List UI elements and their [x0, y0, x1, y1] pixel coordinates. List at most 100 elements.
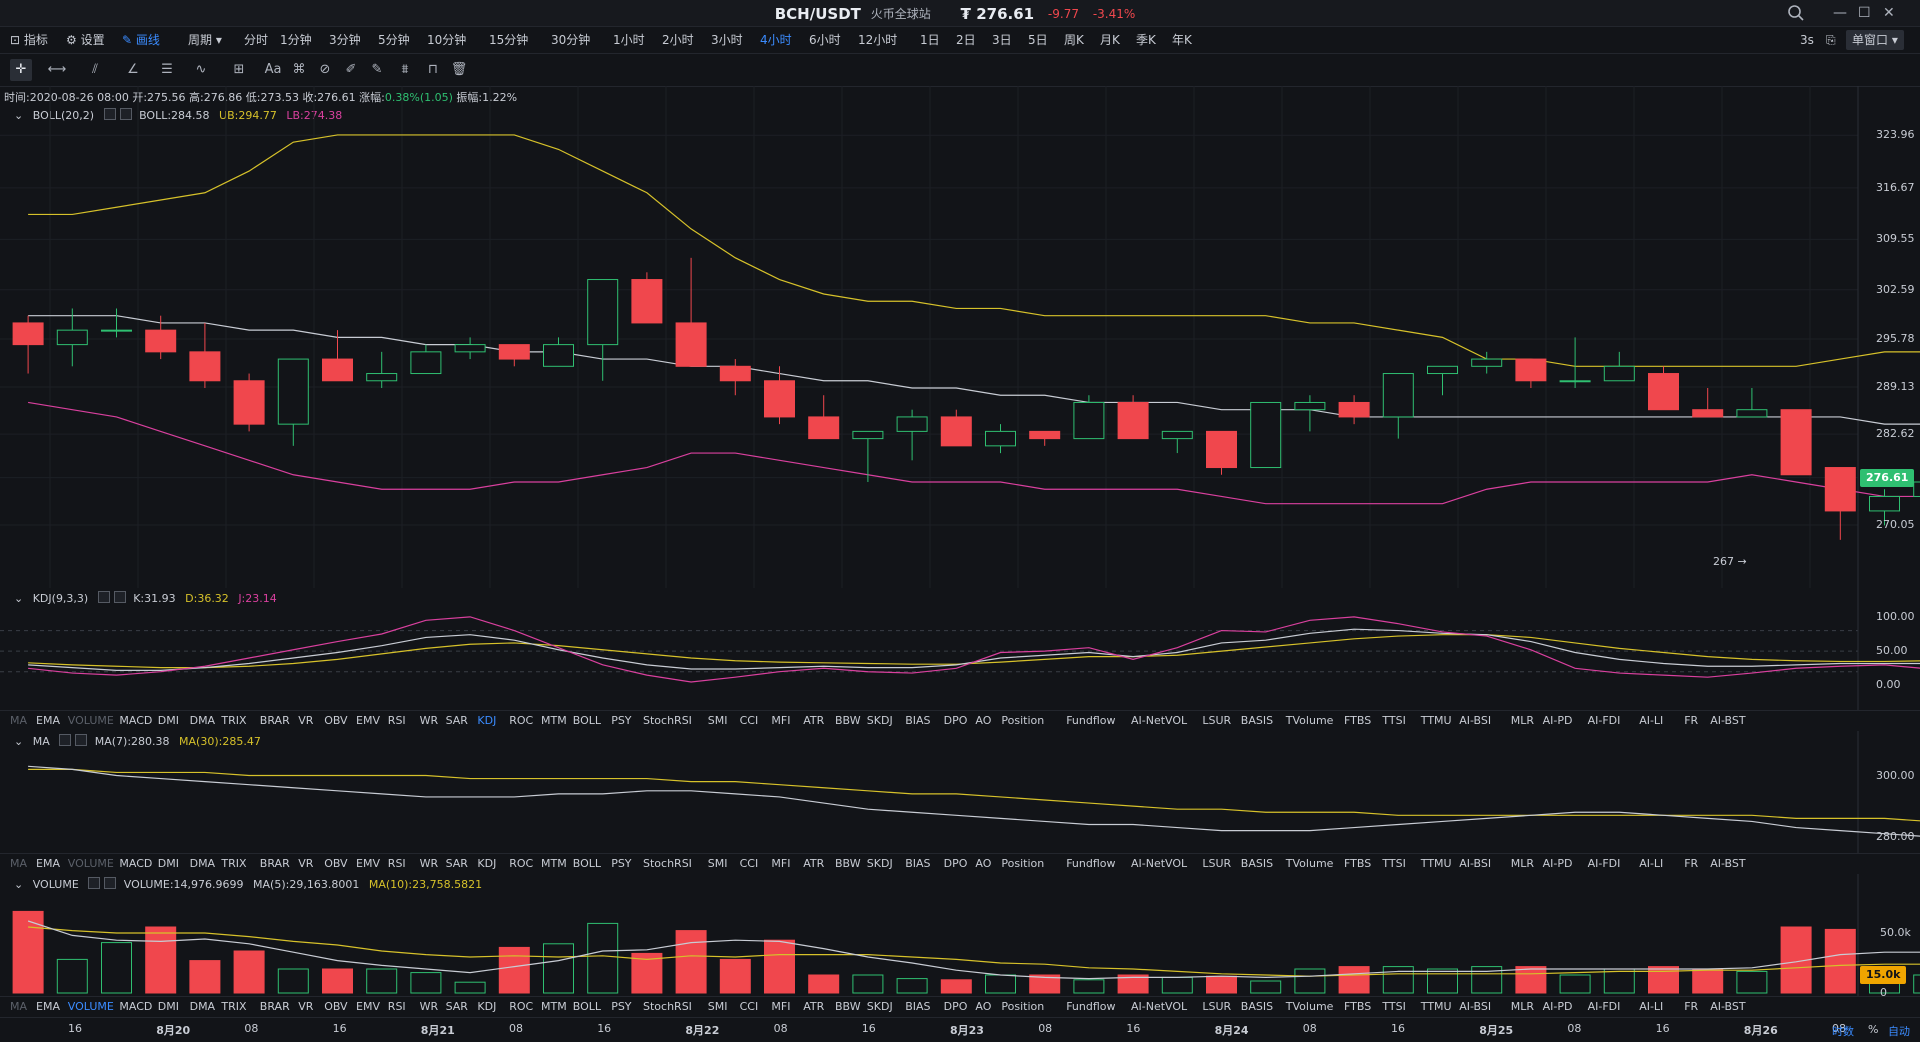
indicator-tab-rsi[interactable]: RSI	[387, 857, 406, 870]
timeframe-10[interactable]: 4小时	[760, 33, 792, 47]
indicator-tab-vr[interactable]: VR	[298, 857, 314, 870]
indicator-tab-lsur[interactable]: LSUR	[1202, 714, 1232, 727]
search-icon[interactable]	[1787, 0, 1805, 26]
indicator-tab-ema[interactable]: EMA	[36, 857, 60, 870]
indicator-tab-stochrsi[interactable]: StochRSI	[643, 1000, 692, 1013]
indicator-tab-ai-fdi[interactable]: AI-FDI	[1587, 1000, 1621, 1013]
timeframe-9[interactable]: 3小时	[711, 33, 743, 47]
timeframe-20[interactable]: 年K	[1172, 33, 1192, 47]
indicator-tab-sar[interactable]: SAR	[445, 1000, 468, 1013]
indicator-tab-dma[interactable]: DMA	[189, 857, 216, 870]
boll-settings-icon[interactable]	[103, 108, 116, 120]
candle[interactable]	[985, 430, 1016, 447]
volume-bar[interactable]	[1427, 968, 1458, 994]
parallel-lines-icon[interactable]: ☰	[161, 62, 173, 77]
indicator-tab-ai-pd[interactable]: AI-PD	[1542, 1000, 1573, 1013]
volume-bar[interactable]	[543, 943, 574, 994]
indicator-tab-atr[interactable]: ATR	[803, 714, 825, 727]
boll-close-icon[interactable]	[119, 108, 132, 120]
angle-icon[interactable]: ∠	[127, 62, 139, 77]
indicator-tab-ai-li[interactable]: AI-LI	[1639, 1000, 1664, 1013]
indicator-tab-macd[interactable]: MACD	[119, 1000, 153, 1013]
indicator-tab-boll[interactable]: BOLL	[572, 714, 602, 727]
indicator-tab-fr[interactable]: FR	[1684, 857, 1699, 870]
indicator-tab-atr[interactable]: ATR	[803, 857, 825, 870]
volume-bar[interactable]	[852, 974, 884, 994]
indicator-tab-bias[interactable]: BIAS	[905, 714, 931, 727]
mode-time-button[interactable]: 时数	[1832, 1025, 1854, 1038]
indicator-tab-trix[interactable]: TRIX	[221, 714, 247, 727]
indicator-tab-ai-pd[interactable]: AI-PD	[1542, 714, 1573, 727]
candle[interactable]	[1559, 380, 1591, 383]
indicator-tab-smi[interactable]: SMI	[707, 714, 728, 727]
timeframe-15[interactable]: 3日	[992, 33, 1012, 47]
volume-bar[interactable]	[1161, 976, 1193, 994]
candle[interactable]	[189, 351, 221, 382]
candle[interactable]	[1427, 365, 1458, 375]
candle[interactable]	[808, 416, 840, 440]
indicator-tab-ao[interactable]: AO	[975, 1000, 992, 1013]
indicator-tab-obv[interactable]: OBV	[324, 1000, 348, 1013]
indicator-tab-macd[interactable]: MACD	[119, 714, 153, 727]
timeframe-3[interactable]: 5分钟	[378, 33, 410, 47]
indicator-tab-fundflow[interactable]: Fundflow	[1066, 714, 1116, 727]
indicator-tab-ao[interactable]: AO	[975, 857, 992, 870]
indicator-tab-wr[interactable]: WR	[419, 1000, 439, 1013]
indicator-tab-position[interactable]: Position	[1001, 714, 1045, 727]
candle[interactable]	[1206, 430, 1237, 469]
kdj-settings-icon[interactable]	[97, 591, 110, 603]
indicator-tab-dmi[interactable]: DMI	[157, 857, 180, 870]
candle[interactable]	[1117, 401, 1149, 440]
indicator-tab-ttsi[interactable]: TTSI	[1382, 857, 1406, 870]
indicator-tab-ma[interactable]: MA	[10, 714, 28, 727]
timeframe-12[interactable]: 12小时	[858, 33, 898, 47]
indicator-tab-tvolume[interactable]: TVolume	[1285, 1000, 1334, 1013]
indicator-tab-cci[interactable]: CCI	[739, 857, 759, 870]
candle[interactable]	[1073, 401, 1105, 440]
indicator-tab-skdj[interactable]: SKDJ	[866, 857, 893, 870]
indicator-tab-ttsi[interactable]: TTSI	[1382, 1000, 1406, 1013]
timeframe-7[interactable]: 1小时	[613, 33, 645, 47]
volume-bar[interactable]	[145, 926, 177, 994]
indicator-tab-fundflow[interactable]: Fundflow	[1066, 1000, 1116, 1013]
indicator-tab-obv[interactable]: OBV	[324, 714, 348, 727]
volume-bar[interactable]	[1736, 970, 1768, 994]
volume-bar[interactable]	[1515, 966, 1547, 994]
candle[interactable]	[543, 344, 574, 367]
volume-bar[interactable]	[719, 958, 751, 994]
indicator-tab-ema[interactable]: EMA	[36, 1000, 60, 1013]
indicator-tab-mlr[interactable]: MLR	[1510, 714, 1535, 727]
ma-close-icon[interactable]	[75, 734, 88, 746]
volume-bar[interactable]	[1559, 974, 1591, 994]
indicator-tab-ftbs[interactable]: FTBS	[1344, 714, 1372, 727]
collapse-icon[interactable]: ⌄	[14, 735, 24, 748]
close-icon[interactable]: ✕	[1883, 5, 1895, 21]
volume-bar[interactable]	[1913, 974, 1920, 994]
ma-settings-icon[interactable]	[59, 734, 72, 746]
ma-chart[interactable]	[0, 731, 1920, 853]
indicator-tab-trix[interactable]: TRIX	[221, 857, 247, 870]
indicator-tab-roc[interactable]: ROC	[509, 1000, 534, 1013]
candle[interactable]	[1603, 365, 1635, 382]
indicator-tab-wr[interactable]: WR	[419, 714, 439, 727]
volume-bar[interactable]	[12, 910, 44, 994]
indicator-tab-mlr[interactable]: MLR	[1510, 857, 1535, 870]
indicator-tab-ai-bst[interactable]: AI-BST	[1710, 857, 1746, 870]
indicator-tab-sar[interactable]: SAR	[445, 857, 468, 870]
indicator-tab-sar[interactable]: SAR	[445, 714, 468, 727]
volume-bar[interactable]	[454, 981, 486, 994]
volume-bar[interactable]	[189, 960, 221, 994]
indicator-tab-lsur[interactable]: LSUR	[1202, 1000, 1232, 1013]
indicators-button[interactable]: ⊡ 指标	[10, 33, 48, 47]
link-icon[interactable]: ⊘	[319, 62, 331, 77]
indicator-tab-mlr[interactable]: MLR	[1510, 1000, 1535, 1013]
indicator-tab-emv[interactable]: EMV	[356, 857, 380, 870]
collapse-icon[interactable]: ⌄	[14, 592, 24, 605]
mode-auto-button[interactable]: 自动	[1888, 1025, 1910, 1038]
indicator-tab-cci[interactable]: CCI	[739, 1000, 759, 1013]
candle[interactable]	[1736, 409, 1768, 418]
timeframe-19[interactable]: 季K	[1136, 33, 1156, 47]
visibility-icon[interactable]: ⩩	[401, 62, 409, 77]
candle[interactable]	[631, 279, 663, 324]
candle[interactable]	[1692, 409, 1724, 418]
